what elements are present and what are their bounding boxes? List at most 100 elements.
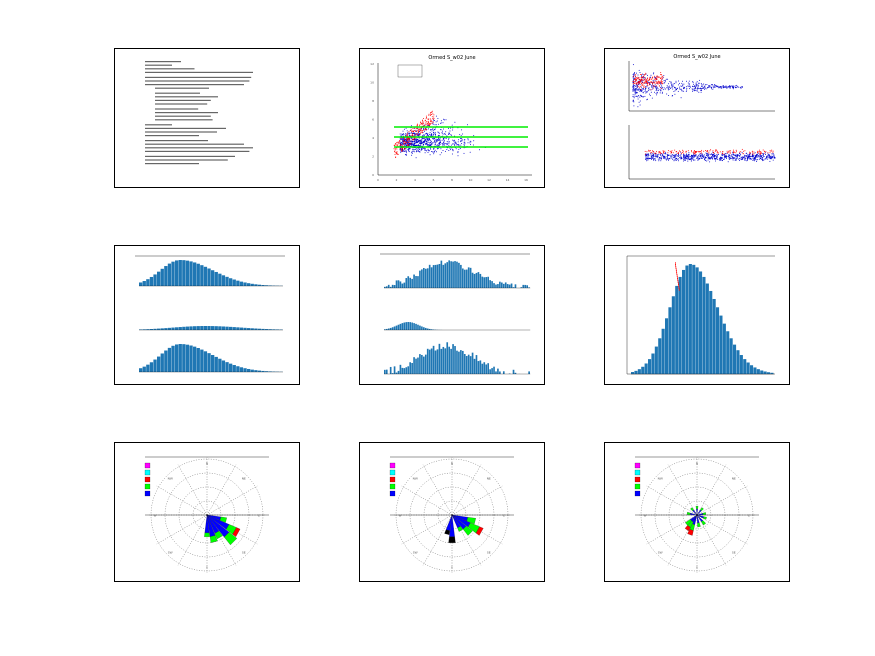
scatter-point — [433, 133, 435, 135]
scatter-point — [433, 118, 435, 120]
scatter-point — [641, 86, 642, 88]
scatter-point — [459, 148, 461, 149]
scatter-point — [410, 144, 412, 146]
scatter-point — [751, 150, 753, 152]
scatter-point — [438, 144, 440, 146]
scatter-point — [679, 82, 680, 84]
scatter-point — [642, 96, 644, 98]
scatter-point — [411, 132, 413, 134]
compass-label: W — [154, 514, 157, 518]
scatter-point — [634, 89, 636, 91]
histogram-bar — [403, 368, 406, 374]
slide-thumbnail-1[interactable] — [114, 48, 300, 188]
slide-thumbnail-3[interactable]: Ormed S_w02 June — [604, 48, 790, 188]
histogram-bar — [444, 263, 447, 288]
scatter-point — [636, 88, 638, 90]
scatter-point — [728, 157, 730, 159]
scatter-point — [433, 148, 435, 150]
scatter-point — [438, 139, 440, 141]
scatter-point — [688, 157, 690, 159]
scatter-point — [647, 74, 648, 76]
scatter-point — [674, 93, 676, 95]
scatter-point — [707, 150, 709, 151]
scatter-point — [441, 143, 443, 145]
rose-petal-segment — [475, 526, 484, 536]
scatter-point — [744, 160, 746, 161]
histogram-bar — [512, 369, 515, 374]
slide-thumbnail-7[interactable]: N NE E SE S SW W NW — [114, 442, 300, 582]
scatter-point — [666, 93, 668, 95]
histogram-bar — [395, 325, 398, 330]
histogram-bar — [483, 277, 486, 288]
scatter-point — [739, 160, 741, 161]
compass-label: SW — [658, 550, 663, 554]
compass-label: W — [399, 514, 402, 518]
scatter-point — [678, 152, 679, 154]
text-line — [145, 76, 252, 78]
scatter-point — [645, 82, 647, 83]
scatter-point — [423, 122, 425, 124]
scatter-point — [672, 152, 674, 154]
scatter-point — [423, 142, 425, 143]
scatter-point — [426, 142, 428, 144]
scatter-point — [414, 134, 416, 136]
histogram-bar — [399, 323, 402, 330]
scatter-point — [650, 152, 652, 154]
scatter-point — [409, 140, 411, 142]
scatter-point — [755, 156, 757, 158]
histogram-bar — [243, 368, 247, 372]
histogram-bar — [419, 270, 421, 288]
scatter-point — [642, 73, 643, 75]
scatter-point — [464, 143, 466, 145]
scatter-point — [657, 88, 659, 90]
scatter-point — [753, 151, 755, 153]
slide-thumbnail-9[interactable]: N NE E SE S SW W NW — [604, 442, 790, 582]
scatter-point — [735, 159, 737, 161]
histogram-bar — [430, 267, 433, 288]
scatter-point — [415, 142, 417, 143]
slide-thumbnail-5[interactable] — [359, 245, 545, 385]
slide-thumbnail-2[interactable]: Ormed S_w02 June 12 10 8 6 4 2 0 0 2 4 6 8 10 12 14 16 — [359, 48, 545, 188]
scatter-point — [720, 158, 722, 160]
scatter-point — [693, 90, 695, 92]
scatter-point — [655, 85, 657, 87]
scatter-point — [681, 90, 683, 92]
histogram-bar — [473, 358, 476, 374]
slide-thumbnail-8[interactable]: N NE E SE S SW W NW — [359, 442, 545, 582]
scatter-point — [657, 158, 659, 160]
scatter-point — [405, 142, 407, 144]
slide-thumbnail-4[interactable] — [114, 245, 300, 385]
scatter-point — [650, 89, 652, 91]
scatter-point — [436, 141, 438, 143]
scatter-point — [433, 120, 435, 122]
histogram-bar — [397, 370, 400, 374]
scatter-point — [413, 130, 415, 132]
scatter-point — [450, 149, 451, 151]
scatter-point — [676, 88, 678, 89]
scatter-point — [656, 156, 658, 158]
histogram-bar — [471, 352, 474, 374]
histogram-bar — [709, 290, 713, 374]
scatter-point — [437, 135, 439, 137]
scatter-point — [637, 96, 639, 98]
scatter-point — [760, 156, 762, 158]
scatter-point — [708, 158, 710, 160]
scatter-point — [439, 139, 441, 141]
scatter-point — [639, 72, 641, 73]
scatter-point — [670, 155, 672, 157]
chart-title: Ormed S_w02 June — [428, 55, 475, 61]
histogram-bar — [411, 278, 413, 288]
scatter-point — [720, 159, 722, 161]
scatter-point — [633, 84, 635, 86]
slide-thumbnail-6[interactable] — [604, 245, 790, 385]
scatter-point — [736, 156, 738, 157]
histogram-bar — [438, 263, 441, 288]
histogram-bar — [395, 280, 398, 288]
scatter-point — [664, 82, 665, 84]
scatter-point — [429, 129, 431, 131]
scatter-point — [700, 151, 702, 152]
scatter-point — [418, 130, 420, 132]
scatter-point — [738, 86, 740, 88]
scatter-point — [756, 155, 758, 156]
scatter-point — [688, 80, 690, 82]
